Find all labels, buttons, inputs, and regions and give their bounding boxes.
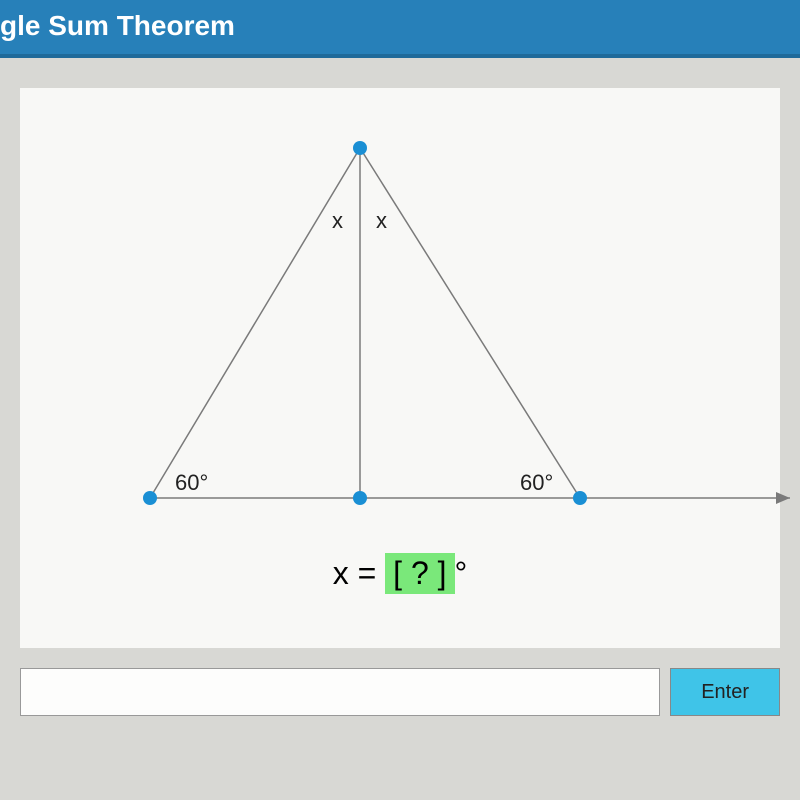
label-x-left: x xyxy=(332,208,343,233)
equation-prefix: x = xyxy=(333,555,385,591)
answer-placeholder: x = [ [ ? ] xyxy=(385,553,454,594)
label-x-right: x xyxy=(376,208,387,233)
vertex-right xyxy=(573,491,587,505)
triangle-diagram: x x 60° 60° xyxy=(20,88,800,538)
enter-button[interactable]: Enter xyxy=(670,668,780,716)
vertex-left xyxy=(143,491,157,505)
equation-line: x = x = [ [ ? ]° xyxy=(20,553,780,594)
vertex-mid xyxy=(353,491,367,505)
ray-arrowhead-icon xyxy=(776,492,790,504)
vertex-apex xyxy=(353,141,367,155)
answer-row: Enter xyxy=(20,668,780,716)
lesson-title: gle Sum Theorem xyxy=(0,10,235,41)
triangle-left-side xyxy=(150,148,360,498)
label-angle-left: 60° xyxy=(175,470,208,495)
problem-panel: x x 60° 60° x = x = [ [ ? ]° xyxy=(20,88,780,648)
equation-degree: ° xyxy=(455,555,468,591)
answer-input[interactable] xyxy=(20,668,660,716)
triangle-right-side xyxy=(360,148,580,498)
label-angle-right: 60° xyxy=(520,470,553,495)
lesson-header: gle Sum Theorem xyxy=(0,0,800,58)
